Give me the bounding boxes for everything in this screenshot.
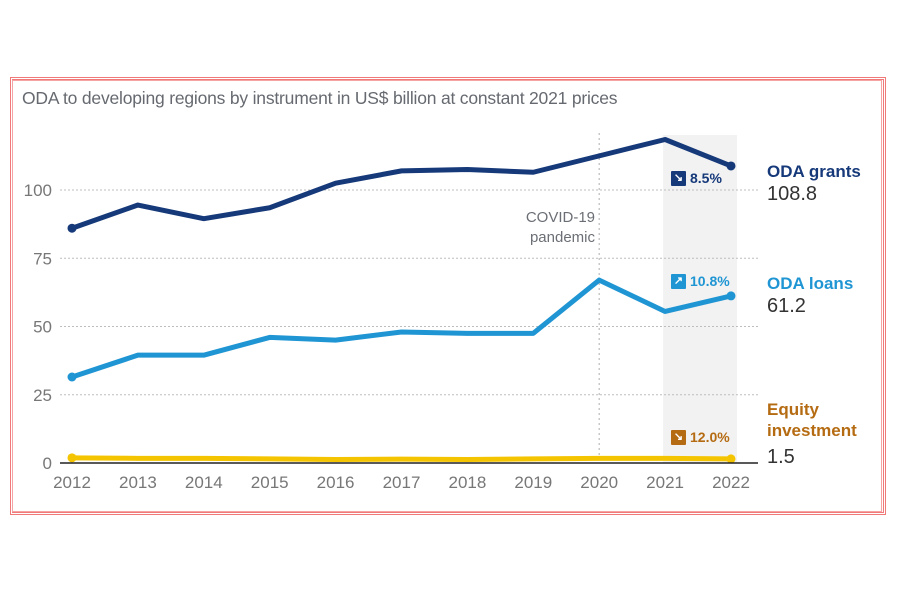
legend-label-oda-grants: ODA grants: [767, 162, 861, 181]
legend-label-equity-investment: Equity investment: [767, 400, 857, 440]
series-line-oda-loans: [69, 277, 734, 380]
series-line-equity-investment: [69, 455, 734, 462]
x-tick-label: 2012: [53, 473, 91, 492]
y-tick-label: 100: [24, 181, 52, 200]
grants-change-badge: ↘ 8.5%: [671, 170, 722, 186]
arrow-down-right-icon: ↘: [671, 429, 686, 445]
y-tick-label: 25: [33, 386, 52, 405]
legend-value-oda-loans: 61.2: [767, 295, 806, 317]
series-line-oda-grants: [69, 136, 734, 231]
grants-change-value: 8.5%: [690, 170, 722, 186]
y-tick-label: 50: [33, 318, 52, 337]
legend-value-oda-grants: 108.8: [767, 183, 818, 205]
loans-change-value: 10.8%: [690, 273, 730, 289]
x-tick-label: 2020: [580, 473, 618, 492]
chart-title: ODA to developing regions by instrument …: [22, 88, 618, 108]
series-end-point-oda-grants: [726, 161, 736, 171]
x-tick-label: 2018: [448, 473, 486, 492]
x-tick-label: 2021: [646, 473, 684, 492]
series-end-point-equity-investment: [726, 454, 736, 464]
equity-change-value: 12.0%: [690, 429, 730, 445]
x-tick-label: 2019: [514, 473, 552, 492]
x-tick-label: 2015: [251, 473, 289, 492]
x-tick-label: 2014: [185, 473, 223, 492]
x-tick-label: 2022: [712, 473, 750, 492]
x-tick-label: 2013: [119, 473, 157, 492]
chart-frame: [10, 77, 886, 515]
x-tick-label: 2016: [317, 473, 355, 492]
equity-change-badge: ↘ 12.0%: [671, 429, 730, 445]
covid-annotation-line1: COVID-19: [525, 209, 595, 226]
legend-value-equity-investment: 1.5: [767, 446, 795, 468]
loans-change-badge: ↗ 10.8%: [671, 273, 730, 289]
y-tick-label: 75: [33, 249, 52, 268]
series-end-point-oda-loans: [726, 291, 736, 301]
y-tick-label: 0: [43, 454, 52, 473]
arrow-down-right-icon: ↘: [671, 170, 686, 186]
series-start-point-oda-grants: [67, 223, 77, 233]
series-start-point-equity-investment: [67, 453, 77, 463]
covid-annotation: COVID-19 pandemic: [505, 208, 595, 248]
arrow-up-right-icon: ↗: [671, 273, 686, 289]
x-tick-label: 2017: [383, 473, 421, 492]
series-start-point-oda-loans: [67, 372, 77, 382]
covid-annotation-line2: pandemic: [529, 229, 595, 246]
legend-label-oda-loans: ODA loans: [767, 274, 854, 293]
